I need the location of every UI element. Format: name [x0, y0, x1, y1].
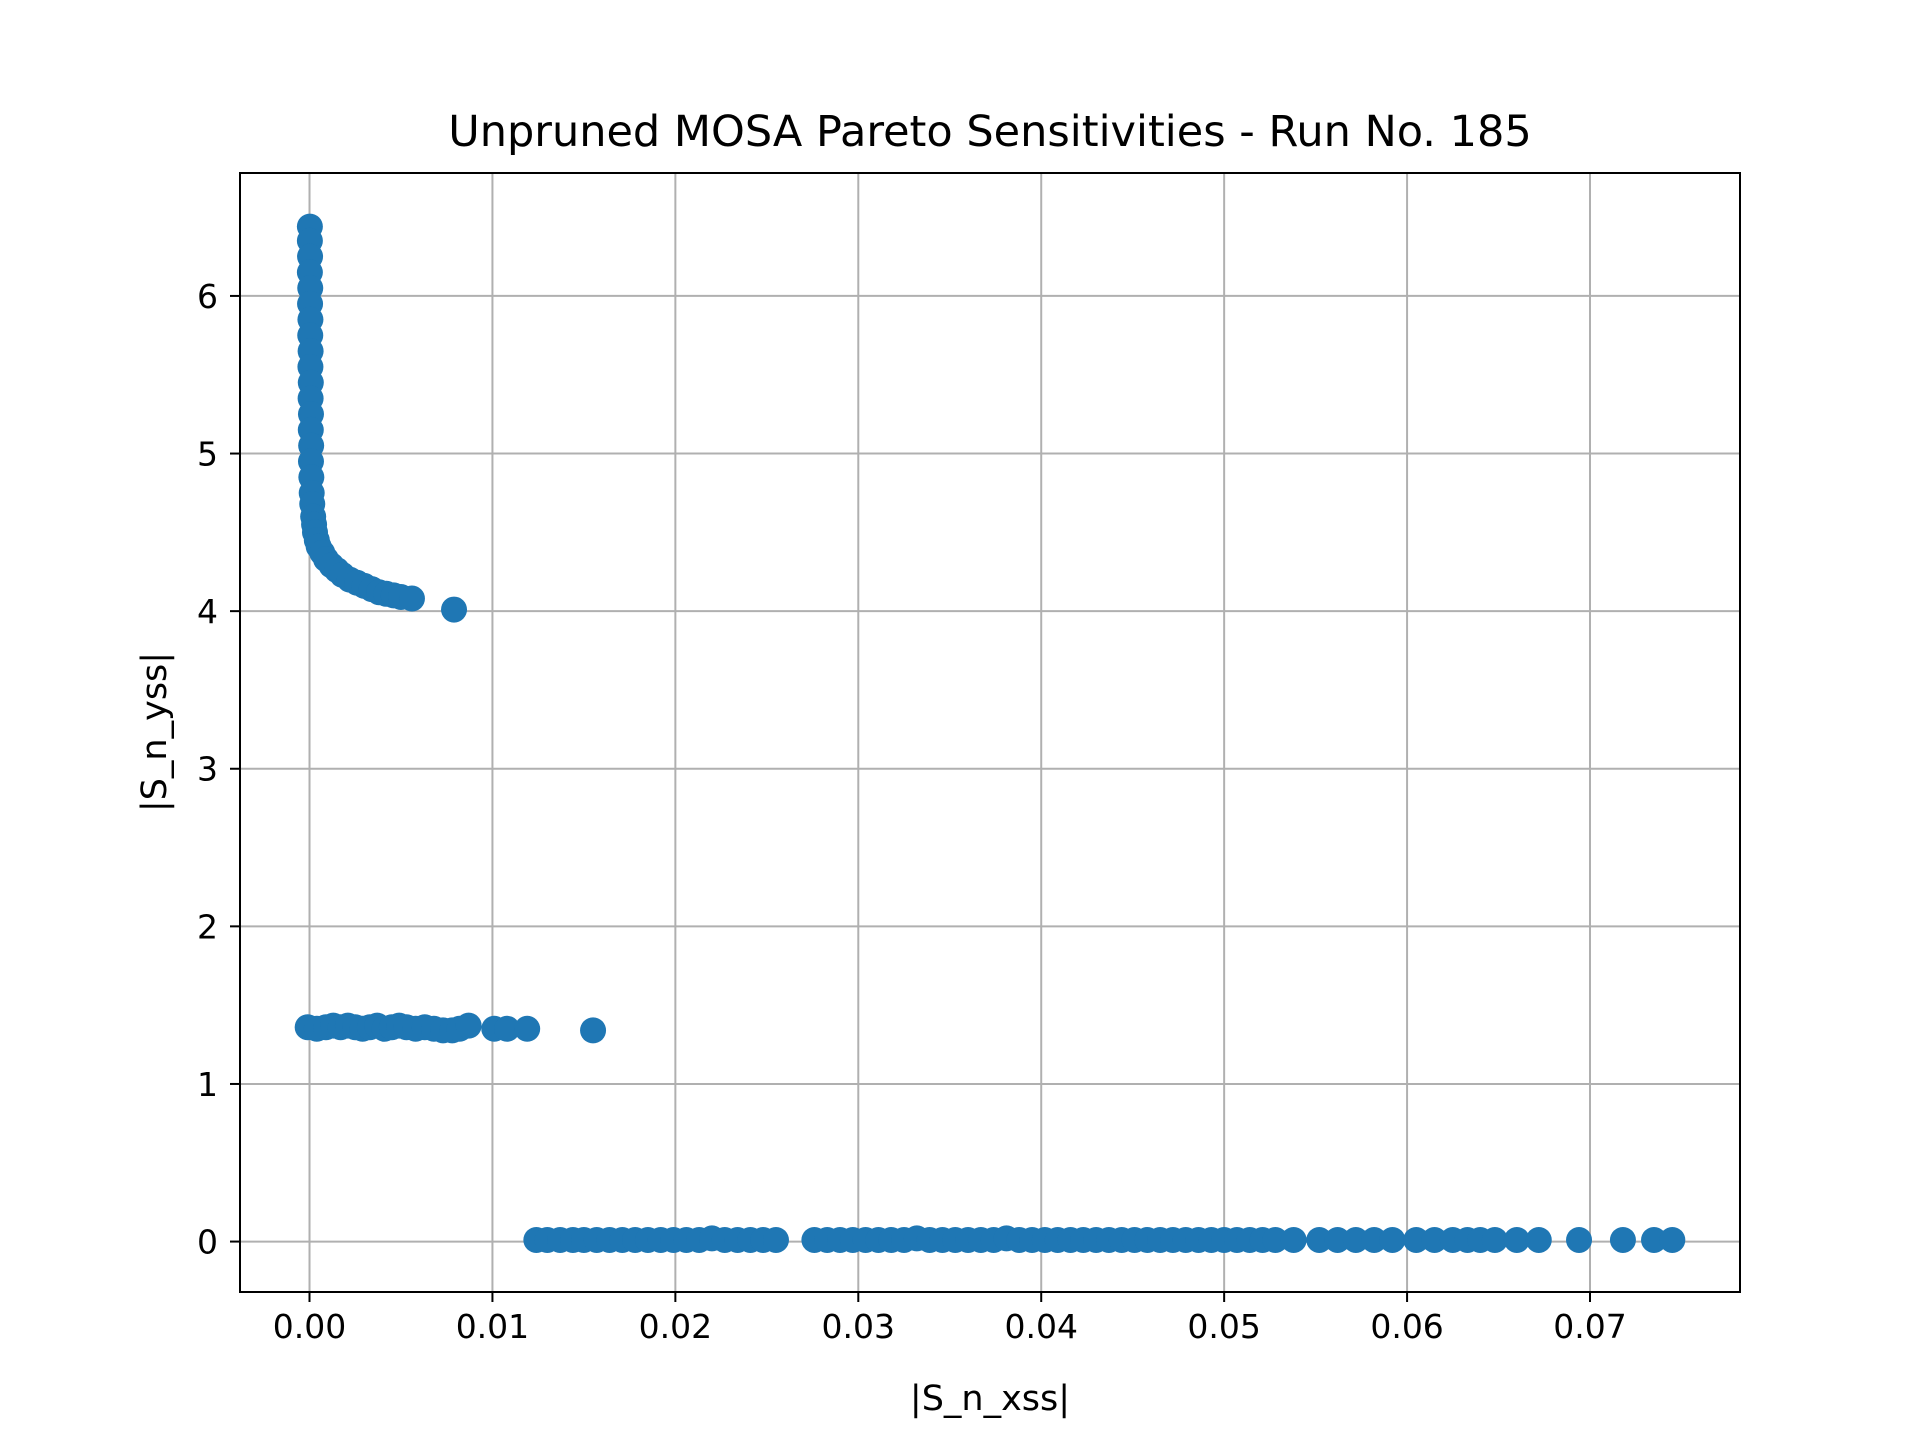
- y-tick-label: 1: [197, 1065, 218, 1104]
- chart-title: Unpruned MOSA Pareto Sensitivities - Run…: [448, 107, 1531, 157]
- data-point: [762, 1226, 789, 1253]
- data-point: [1324, 1226, 1351, 1253]
- x-tick-label: 0.01: [456, 1307, 529, 1346]
- y-tick-label: 0: [197, 1223, 218, 1262]
- data-point: [1306, 1226, 1333, 1253]
- data-point: [580, 1017, 607, 1044]
- data-point: [1361, 1226, 1388, 1253]
- y-tick-label: 2: [197, 907, 218, 946]
- grid: [240, 173, 1740, 1292]
- y-axis-label: |S_n_yss|: [135, 652, 175, 812]
- data-point: [1525, 1226, 1552, 1253]
- y-tick-label: 4: [197, 592, 218, 631]
- x-tick-label: 0.07: [1553, 1307, 1626, 1346]
- x-tick-label: 0.02: [639, 1307, 712, 1346]
- x-tick-label: 0.03: [822, 1307, 895, 1346]
- x-axis-label: |S_n_xss|: [910, 1379, 1070, 1419]
- x-tick-label: 0.06: [1370, 1307, 1443, 1346]
- data-point: [1481, 1226, 1508, 1253]
- y-tick-label: 6: [197, 277, 218, 316]
- data-point: [1609, 1226, 1636, 1253]
- data-point: [514, 1015, 541, 1042]
- data-point: [1403, 1226, 1430, 1253]
- data-point: [494, 1015, 521, 1042]
- data-point: [1503, 1226, 1530, 1253]
- data-point: [455, 1012, 482, 1039]
- data-point: [1379, 1226, 1406, 1253]
- plot-frame: [239, 172, 1741, 1293]
- data-point: [1641, 1226, 1668, 1253]
- x-tick-label: 0.00: [273, 1307, 346, 1346]
- y-axis-ticks: 0 1 2 3 4 5 6: [197, 277, 240, 1262]
- scatter-points: [294, 213, 1686, 1253]
- x-axis-ticks: 0.00 0.01 0.02 0.03 0.04 0.05 0.06 0.07: [273, 1292, 1627, 1346]
- data-point: [1280, 1226, 1307, 1253]
- x-tick-label: 0.04: [1004, 1307, 1077, 1346]
- data-point: [1262, 1226, 1289, 1253]
- y-tick-label: 5: [197, 435, 218, 474]
- data-point: [441, 596, 468, 623]
- data-point: [1566, 1226, 1593, 1253]
- data-point: [1659, 1226, 1686, 1253]
- data-point: [1421, 1226, 1448, 1253]
- y-tick-label: 3: [197, 750, 218, 789]
- data-point: [1342, 1226, 1369, 1253]
- data-point: [398, 585, 425, 612]
- x-tick-label: 0.05: [1187, 1307, 1260, 1346]
